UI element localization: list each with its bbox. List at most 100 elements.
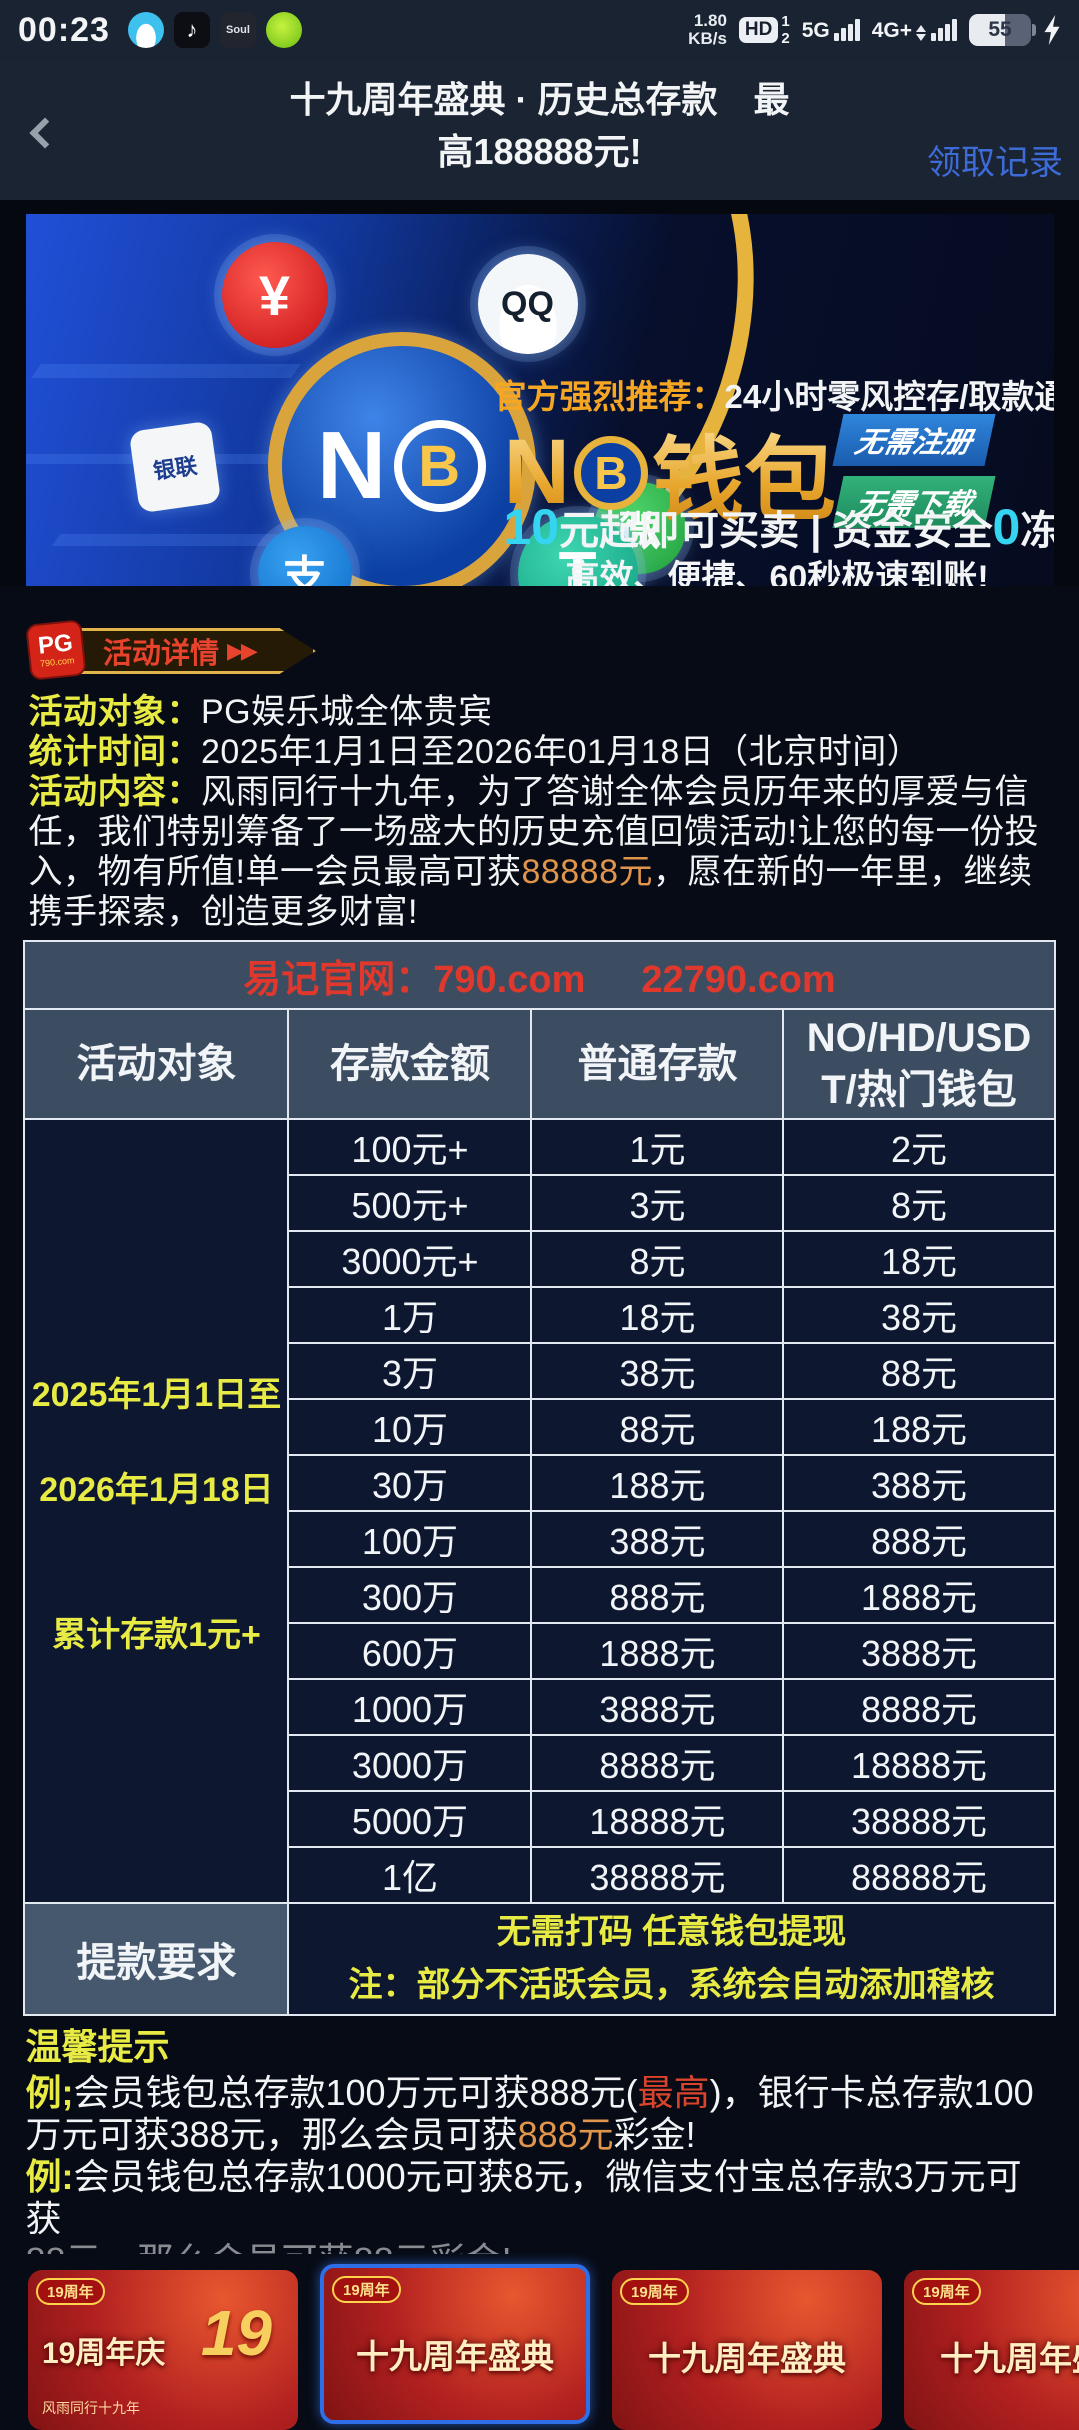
normal-bonus: 388元: [530, 1510, 785, 1568]
wallet-bonus: 8元: [782, 1174, 1056, 1232]
period-span-cell: 2025年1月1日至 2026年1月18日 累计存款1元+: [23, 1118, 290, 1904]
tips-title: 温馨提示: [25, 2026, 170, 2067]
wallet-bonus: 38元: [782, 1286, 1056, 1344]
wallet-bonus: 88元: [782, 1342, 1056, 1400]
tips-example-2: 例:会员钱包总存款1000元可获8元，微信支付宝总存款3万元可获: [26, 2156, 1054, 2240]
deposit-amount: 3万: [287, 1342, 533, 1400]
content-max-bonus: 88888元: [521, 853, 653, 891]
deposit-amount: 1万: [287, 1286, 533, 1344]
thumbnail-title: 十九周年盛典: [940, 2340, 1079, 2377]
sell-min-amount: 10: [503, 499, 560, 555]
anniversary-badge: 19周年: [620, 2278, 689, 2305]
deposit-amount: 3000万: [287, 1734, 533, 1792]
wallet-bonus: 188元: [782, 1398, 1056, 1456]
title-line1: 十九周年盛典 · 历史总存款 最: [289, 79, 790, 120]
table-row: 100万 388元 888元: [24, 1510, 1056, 1568]
normal-bonus: 18888元: [530, 1790, 785, 1848]
table-row: 2025年1月1日至 2026年1月18日 累计存款1元+ 100元+ 1元 2…: [23, 1118, 1056, 1904]
status-bar: 00:23 ♪ Soul 1.80 KB/s HD 1 2 5G 4G+ 55: [0, 0, 1079, 60]
withdraw-rule-1: 无需打码 任意钱包提现: [496, 1913, 847, 1952]
recommend-text: 24小时零风控存/取款通道: [724, 378, 1054, 415]
activity-content-paragraph: 活动内容：风雨同行十九年，为了答谢全体会员历年来的厚爱与信任，我们特别筹备了一场…: [29, 772, 1051, 932]
deposit-amount: 1亿: [287, 1846, 533, 1904]
promo-thumbnail-gala-3[interactable]: 19周年 十九周年盛典: [904, 2270, 1079, 2430]
sell-text-end: 冻卡: [1020, 509, 1054, 553]
bitcoin-glyph: B: [418, 433, 463, 499]
wallet-bonus: 388元: [782, 1454, 1056, 1512]
deposit-amount: 30万: [287, 1454, 533, 1512]
tiktok-notification-icon: ♪: [173, 12, 210, 48]
anniversary-badge: 19周年: [332, 2276, 401, 2303]
activity-details: 活动对象：PG娱乐城全体贵宾 统计时间：2025年1月1日至2026年01月18…: [29, 692, 1051, 932]
speed-value: 1.80: [693, 11, 727, 31]
bitcoin-icon: B: [394, 420, 487, 512]
period-end: 2026年1月18日: [39, 1470, 274, 1509]
4g-label: 4G+: [871, 19, 912, 42]
wallet-bonus: 18888元: [782, 1734, 1056, 1792]
normal-bonus: 3888元: [530, 1678, 785, 1736]
wallet-bonus: 8888元: [782, 1678, 1056, 1736]
hd-icon: HD: [738, 17, 779, 43]
example-text: 会员钱包总存款1000元可获8元，微信支付宝总存款3万元可获: [25, 2156, 1022, 2239]
sim2-label: 2: [781, 30, 790, 47]
col-header-deposit: 存款金额: [287, 1008, 533, 1120]
sim2-signal: 4G+: [872, 19, 957, 41]
table-row: 3000万 8888元 18888元: [24, 1734, 1056, 1792]
normal-bonus: 38元: [530, 1342, 785, 1400]
battery-percent: 55: [988, 18, 1012, 41]
table-row: 5000万 18888元 38888元: [24, 1790, 1056, 1848]
banner-recommend-line: 官方强烈推荐：24小时零风控存/取款通道: [494, 370, 1054, 418]
data-arrows-icon: [916, 25, 926, 41]
content-text-end: ，愿在新的一年里，继续携手探索，创造更多财富!: [28, 853, 1033, 931]
normal-bonus: 38888元: [530, 1846, 785, 1904]
anniversary-badge: 19周年: [912, 2278, 981, 2305]
period-start: 2025年1月1日至: [31, 1375, 282, 1414]
col-header-wallet: NO/HD/USDT/热门钱包: [782, 1008, 1056, 1120]
activity-details-badge: 活动详情 ▶▶: [56, 628, 316, 674]
tips-section: 温馨提示 例;会员钱包总存款100万元可获888元(最高)，银行卡总存款100万…: [26, 2026, 1054, 2254]
normal-bonus: 1888元: [530, 1622, 785, 1680]
claim-records-link[interactable]: 领取记录: [927, 144, 1063, 182]
qq-pay-icon: QQ: [477, 254, 578, 354]
banner-section: ¥ QQ 银联 N B 微 支 T 官方强烈推荐：24小时零风控存/取款通道 N…: [0, 200, 1079, 586]
pg-logo-domain: 790.com: [39, 655, 75, 669]
content-label: 活动内容：: [28, 773, 201, 811]
withdraw-requirement-label: 提款要求: [23, 1902, 290, 2016]
sell-text: 元起即可买卖 | 资金安全: [559, 509, 993, 553]
deposit-amount: 500元+: [287, 1174, 533, 1232]
activity-time-line: 统计时间：2025年1月1日至2026年01月18日（北京时间）: [29, 732, 1051, 772]
speed-unit: KB/s: [688, 29, 727, 48]
table-row: 300万 888元 1888元: [24, 1566, 1056, 1624]
soul-label: Soul: [226, 24, 250, 36]
normal-bonus: 8元: [530, 1230, 785, 1288]
no-wallet-banner[interactable]: ¥ QQ 银联 N B 微 支 T 官方强烈推荐：24小时零风控存/取款通道 N…: [25, 214, 1054, 586]
sim1-signal: 5G: [802, 19, 860, 41]
promo-thumbnail-anniversary[interactable]: 19周年 19周年庆 19 风雨同行十九年: [28, 2270, 298, 2430]
music-note-icon: ♪: [186, 17, 198, 42]
pg-logo: PG 790.com: [27, 621, 85, 679]
target-label: 活动对象：: [28, 693, 201, 731]
example-text: 会员钱包总存款100万元可获888元(: [73, 2072, 638, 2113]
normal-bonus: 188元: [530, 1454, 785, 1512]
table-row: 10万 88元 188元: [24, 1398, 1056, 1456]
light-streak: [51, 534, 280, 546]
promo-thumbnail-gala-selected[interactable]: 19周年 十九周年盛典: [320, 2264, 590, 2424]
charging-bolt-icon: [1044, 15, 1060, 45]
unionpay-glyph: 银联: [151, 453, 199, 484]
normal-bonus: 18元: [530, 1286, 785, 1344]
signal-bars-icon: [931, 19, 957, 41]
promo-carousel: 19周年 19周年庆 19 风雨同行十九年 19周年 十九周年盛典 19周年 十…: [0, 2264, 1079, 2430]
unionpay-icon: 银联: [128, 420, 221, 514]
normal-bonus: 1元: [530, 1118, 785, 1176]
wallet-bonus: 18元: [782, 1230, 1056, 1288]
double-arrow-icon: ▶▶: [227, 638, 258, 663]
promo-thumbnail-gala-2[interactable]: 19周年 十九周年盛典: [612, 2270, 882, 2430]
table-row: 1000万 3888元 8888元: [24, 1678, 1056, 1736]
bonus-highlight: 888元: [517, 2114, 614, 2155]
wallet-bonus: 38888元: [782, 1790, 1056, 1848]
back-button[interactable]: [26, 114, 66, 154]
wallet-bonus: 88888元: [782, 1846, 1056, 1904]
normal-bonus: 888元: [530, 1566, 785, 1624]
bonus-table: 易记官网：790.com 22790.com 活动对象 存款金额 普通存款 NO/…: [23, 940, 1056, 2016]
table-row: 500元+ 3元 8元: [24, 1174, 1056, 1232]
